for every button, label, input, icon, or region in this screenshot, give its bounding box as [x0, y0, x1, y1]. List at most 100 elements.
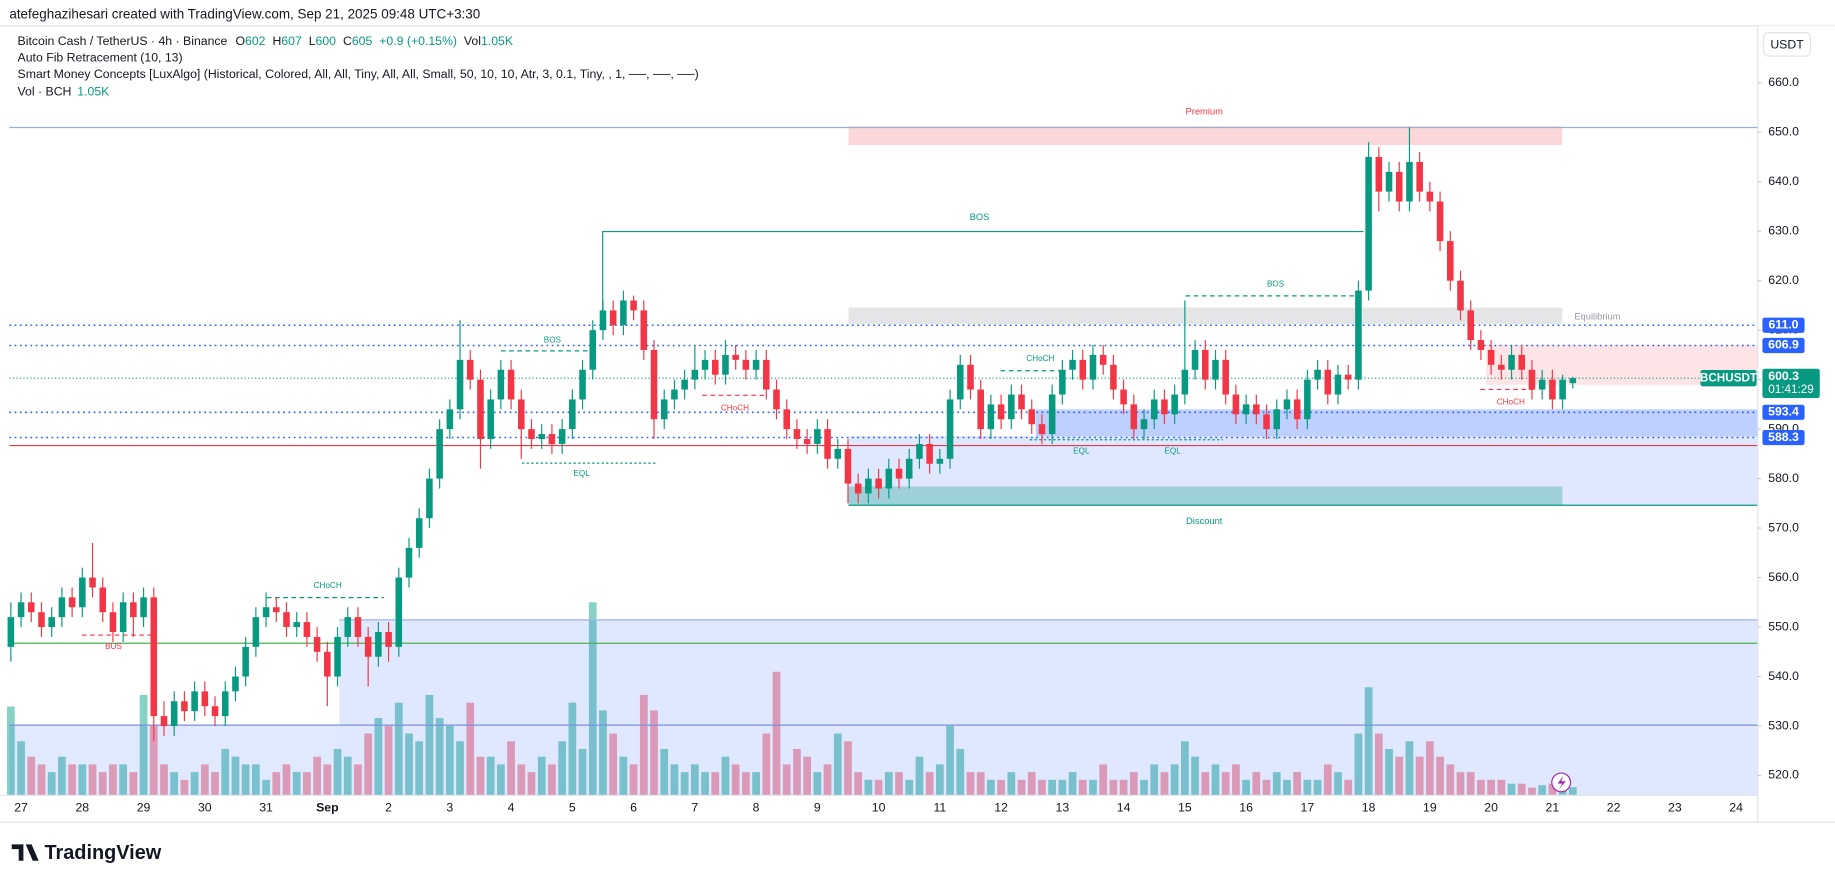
candle-body — [987, 404, 995, 430]
x-tick-label: 21 — [1546, 800, 1560, 814]
annotation: CHoCH — [1497, 397, 1525, 406]
candle-body — [446, 409, 454, 430]
volume-bar — [568, 702, 577, 796]
volume-bar — [1191, 756, 1199, 796]
volume-bar — [1252, 772, 1261, 796]
annotation: Equilibrium — [1574, 311, 1620, 321]
volume-bar — [1211, 764, 1220, 796]
volume-bar — [629, 764, 638, 796]
candle-body — [201, 691, 209, 707]
candle-body — [344, 617, 352, 637]
volume-bar — [1487, 779, 1495, 796]
annotations: Premium Equilibrium Discount BOS BOS BOS… — [105, 107, 1621, 651]
candle-body — [99, 587, 107, 613]
volume-bar — [1334, 772, 1342, 796]
volume-bar — [935, 764, 944, 796]
volume-bar — [1242, 779, 1250, 796]
candle-body — [364, 636, 372, 657]
volume-bar — [476, 756, 485, 796]
candle-body — [630, 300, 637, 311]
x-tick-label: 19 — [1423, 800, 1437, 814]
candle-body — [1038, 424, 1046, 435]
volume-bar — [731, 764, 740, 796]
equilibrium-zone — [848, 307, 1563, 324]
volume-bar — [1374, 733, 1383, 796]
x-tick-label: Sep — [316, 800, 339, 814]
volume-bar — [639, 694, 648, 796]
candle-body — [1059, 369, 1066, 395]
volume-bar — [956, 748, 965, 796]
candle-body — [905, 458, 913, 479]
candle-body — [1416, 161, 1423, 192]
volume-bar — [588, 602, 597, 796]
volume-bar — [578, 748, 587, 796]
candle-body — [17, 602, 25, 618]
candle-body — [803, 439, 811, 444]
candle-body — [1120, 389, 1127, 405]
candle-body — [691, 369, 699, 380]
candle-body — [273, 607, 280, 613]
volume-bar — [1140, 779, 1148, 796]
candle-body — [334, 636, 341, 677]
x-tick-label: 30 — [198, 800, 212, 814]
x-tick-label: 15 — [1178, 800, 1192, 814]
level-tag-label: 611.0 — [1768, 317, 1798, 331]
volume-bar — [241, 764, 250, 796]
volume-bar — [1283, 779, 1291, 796]
candle-body — [1344, 374, 1352, 380]
vol-value: 1.05K — [77, 85, 110, 99]
candle-body — [1355, 290, 1362, 380]
candle-body — [997, 404, 1005, 420]
y-tick-label: 570.0 — [1768, 520, 1799, 534]
candle-body — [1426, 191, 1434, 202]
candle-body — [722, 354, 729, 375]
open-value: 602 — [245, 34, 266, 48]
volume-bar — [1007, 772, 1016, 796]
volume-bar — [619, 756, 628, 796]
candle-body — [109, 612, 117, 632]
volume-bar — [548, 764, 556, 796]
volume-bar — [1477, 779, 1485, 796]
volume-bar — [1058, 779, 1067, 796]
x-tick-label: 20 — [1484, 800, 1498, 814]
candle-body — [303, 622, 311, 637]
volume-bar — [292, 772, 301, 796]
zone — [339, 619, 1758, 796]
candle-body — [262, 607, 270, 618]
candle-body — [1538, 379, 1546, 390]
volume-bar — [272, 772, 281, 796]
level-tag — [1762, 317, 1805, 333]
candle-body — [1212, 359, 1219, 380]
candle-body — [58, 597, 66, 618]
volume-bar — [313, 756, 321, 796]
ohlc-letter: H — [272, 34, 281, 48]
symbol-legend: Bitcoin Cash / TetherUS · 4h · Binance O… — [18, 34, 514, 48]
volume-bar — [119, 764, 128, 796]
annotation: EQL — [1164, 447, 1181, 456]
candle-body — [599, 310, 607, 331]
volume-bar — [415, 741, 424, 796]
candle-body — [763, 359, 770, 390]
currency[interactable]: USDT — [1770, 37, 1804, 51]
candle-body — [1508, 354, 1515, 370]
candle-body — [967, 364, 974, 390]
volume-bar — [374, 718, 383, 796]
candle-body — [507, 369, 515, 400]
candle-body — [211, 706, 219, 717]
volume-bar — [813, 772, 822, 796]
volume-bar — [27, 756, 36, 796]
candle-body — [885, 468, 893, 489]
brand: TradingView — [44, 842, 161, 864]
candle-body — [487, 399, 494, 440]
x-tick-label: 29 — [137, 800, 151, 814]
volume-bar — [762, 733, 771, 796]
y-tick-label: 640.0 — [1768, 174, 1799, 188]
candle-body — [27, 602, 35, 613]
volume-bar — [711, 772, 720, 796]
candle-body — [1314, 369, 1321, 380]
candle-body — [538, 434, 545, 440]
currency-button[interactable] — [1763, 32, 1812, 57]
candle-body — [1334, 374, 1342, 395]
candle-body — [977, 389, 984, 430]
candle-body — [140, 597, 147, 618]
